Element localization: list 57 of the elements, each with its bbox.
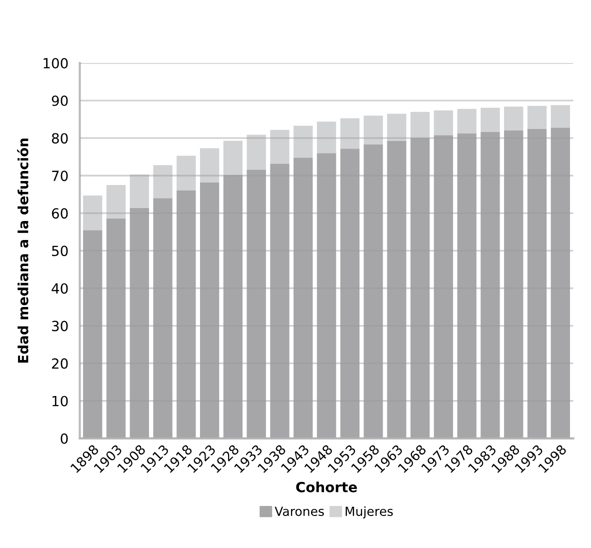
y-tick-label: 80 <box>52 133 68 144</box>
y-tick-label: 20 <box>52 358 68 369</box>
y-tick-label: 90 <box>52 96 68 106</box>
bar <box>504 130 524 438</box>
bar <box>316 153 336 438</box>
y-axis-title: Edad mediana a la defunción <box>17 138 28 363</box>
bar <box>246 170 266 438</box>
bar <box>223 140 243 175</box>
x-axis-title: Cohorte <box>296 482 357 492</box>
bar <box>527 106 547 129</box>
bar <box>176 156 196 190</box>
legend-label: Varones <box>274 506 324 516</box>
bar <box>504 106 524 130</box>
bar <box>410 112 430 138</box>
bar <box>106 185 126 218</box>
bar <box>316 122 336 154</box>
legend-label: Mujeres <box>346 506 393 518</box>
bar <box>153 198 172 438</box>
y-tick-label: 60 <box>52 208 68 219</box>
bar <box>176 190 196 438</box>
y-tick-label: 100 <box>44 58 68 68</box>
bar <box>200 148 220 182</box>
bar <box>387 114 406 141</box>
bar <box>270 164 290 438</box>
bar <box>364 116 383 144</box>
bar <box>83 230 102 438</box>
bar <box>294 158 313 438</box>
bar <box>340 118 360 149</box>
bar <box>550 128 570 438</box>
bar <box>106 218 126 438</box>
y-tick-label: 50 <box>52 246 68 256</box>
y-tick-label: 30 <box>52 320 68 332</box>
y-tick-label: 40 <box>52 283 68 294</box>
bar <box>387 140 406 438</box>
bar <box>130 174 150 208</box>
y-tick-label: 70 <box>52 170 68 182</box>
bar <box>480 108 500 132</box>
bar <box>527 128 547 438</box>
bar <box>223 174 243 438</box>
bar <box>200 182 220 438</box>
bar <box>153 165 172 198</box>
bar <box>434 135 454 438</box>
bar <box>83 196 102 230</box>
bar <box>130 208 150 438</box>
bar <box>457 133 476 438</box>
bar <box>294 126 313 158</box>
y-tick-label: 0 <box>60 433 68 444</box>
bar <box>410 138 430 438</box>
bar <box>364 144 383 438</box>
bar <box>340 148 360 438</box>
bar <box>246 134 266 170</box>
y-tick-label: 10 <box>52 396 68 406</box>
bar <box>434 110 454 136</box>
bar <box>457 108 476 134</box>
bar <box>550 105 570 128</box>
bar <box>270 130 290 164</box>
bar <box>480 132 500 438</box>
